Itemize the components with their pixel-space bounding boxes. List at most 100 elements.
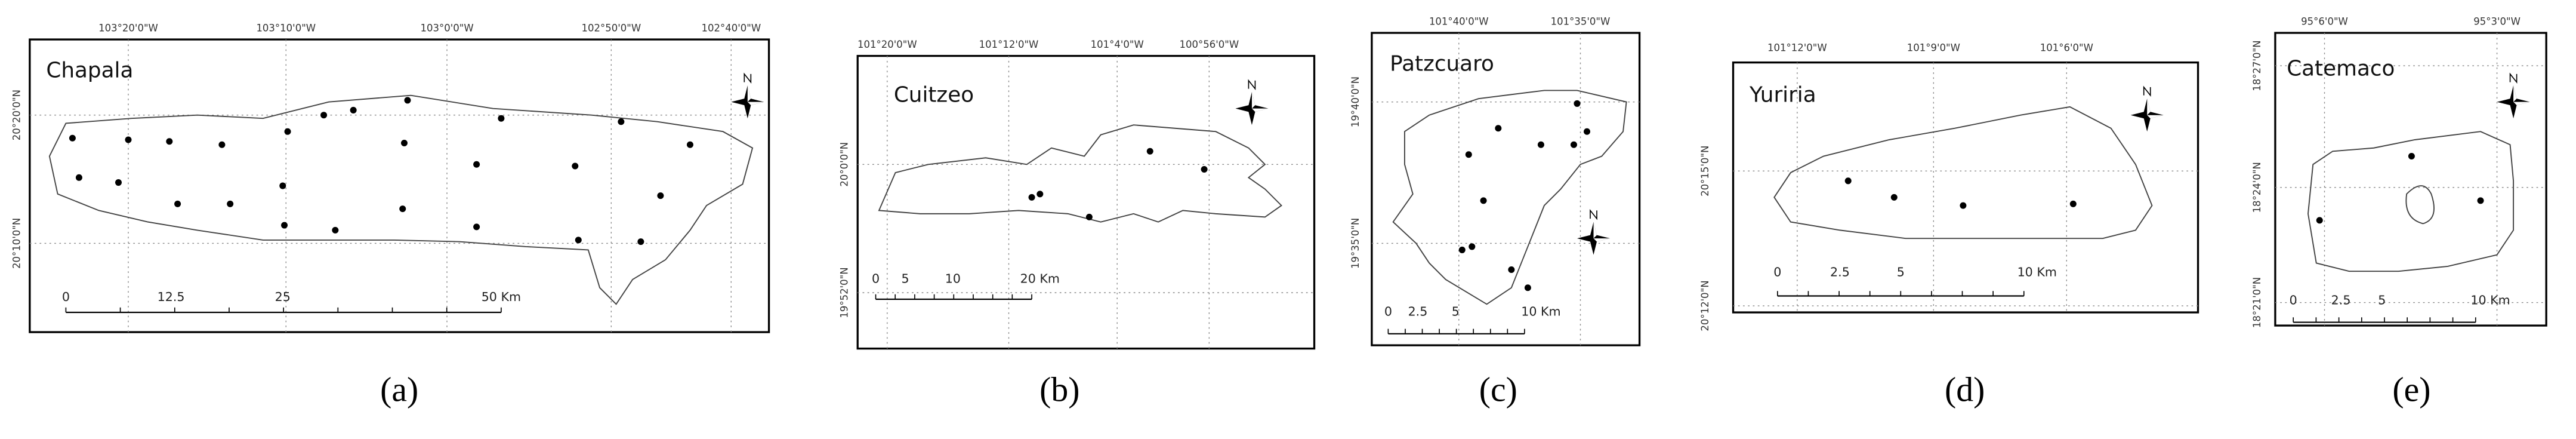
latitude-label: 20°0'0"N [839, 142, 850, 187]
sampling-site [350, 106, 357, 113]
sampling-site [1480, 197, 1487, 204]
lake-name: Chapala [46, 58, 133, 82]
figure-caption: (e) [2392, 370, 2430, 409]
map-panel: 101°40'0"W 101°35'0"W 19°40'0"N 19°35'0"N Pa… [1350, 16, 1641, 409]
compass-rose [2147, 99, 2164, 119]
sampling-site [1570, 141, 1577, 148]
figure-caption: (a) [380, 370, 418, 409]
figure-caption: (d) [1945, 370, 1985, 409]
latitude-label: 20°10'0"N [11, 218, 22, 269]
sampling-site [1844, 177, 1852, 185]
sampling-site [166, 138, 173, 145]
sampling-site [637, 238, 644, 245]
latitude-label: 18°27'0"N [2251, 41, 2263, 91]
sampling-site [1085, 213, 1093, 220]
compass-rose [2513, 85, 2530, 106]
longitude-label: 102°40'0"W [701, 22, 761, 33]
sampling-site [2069, 200, 2077, 207]
compass-rose [1251, 92, 1269, 112]
scale-label: 0 [62, 290, 70, 304]
sampling-site [1524, 284, 1531, 291]
scale-label: 5 [1452, 305, 1460, 319]
sampling-site [2477, 197, 2484, 204]
compass-rose [1593, 222, 1611, 242]
latitude-label: 20°20'0"N [11, 90, 22, 140]
compass-n [2509, 72, 2518, 84]
sampling-site [227, 200, 234, 207]
map-frame [1371, 32, 1641, 346]
scale-label: 5 [2378, 293, 2386, 307]
scale-label: 10 Km [2470, 293, 2510, 307]
longitude-label: 101°6'0"W [2040, 42, 2093, 53]
latitude-label: 20°15'0"N [1699, 146, 1711, 197]
sampling-site [400, 139, 408, 146]
scale-label: 20 Km [1020, 271, 1060, 285]
latitude-label: 18°24'0"N [2251, 162, 2263, 213]
map-frame [1732, 61, 2199, 314]
compass-n [744, 72, 752, 84]
scale-label: 5 [902, 271, 909, 285]
sampling-site [572, 162, 579, 170]
sampling-site [75, 174, 82, 181]
sampling-site [1458, 246, 1466, 253]
compass-n [1590, 209, 1597, 220]
lake-outline [48, 94, 754, 305]
lake-outline [2307, 131, 2515, 272]
lake-outline [1392, 90, 1627, 305]
longitude-label: 102°50'0"W [581, 22, 641, 33]
scale-label: 10 [945, 271, 961, 285]
scale-label: 5 [1897, 265, 1905, 279]
longitude-label: 101°35'0"W [1551, 16, 1611, 27]
sampling-site [1036, 191, 1044, 198]
sampling-site [404, 97, 411, 104]
map-panel: 101°20'0"W 101°12'0"W 101°4'0"W 100°56'0"W 2… [839, 39, 1316, 409]
longitude-label: 101°9'0"W [1907, 42, 1960, 53]
lake-name: Patzcuaro [1390, 51, 1494, 76]
sampling-site [1584, 128, 1591, 135]
sampling-site [1890, 194, 1898, 201]
scale-label: 50 Km [482, 290, 521, 304]
longitude-label: 101°12'0"W [979, 39, 1039, 50]
sampling-site [2408, 153, 2415, 160]
map-panel: 103°20'0"W 103°10'0"W 103°0'0"W 102°50'0"W 1… [11, 22, 770, 409]
scale-label: 0 [1384, 305, 1392, 319]
sampling-site [575, 237, 582, 244]
scale-label: 12.5 [158, 290, 185, 304]
sampling-site [125, 136, 132, 143]
sampling-site [1469, 243, 1476, 250]
sampling-site [473, 223, 480, 231]
compass-rose [731, 85, 764, 119]
sampling-site [1574, 100, 1581, 107]
sampling-site [279, 182, 286, 189]
map-frame [2274, 32, 2547, 327]
latitude-label: 18°21'0"N [2251, 277, 2263, 328]
map-frame [29, 38, 770, 333]
longitude-label: 95°3'0"W [2473, 16, 2521, 27]
lake-outline [1773, 106, 2153, 240]
sampling-site [1960, 202, 1967, 209]
sampling-site [1028, 194, 1035, 201]
sampling-site [473, 161, 480, 168]
lake-name: Cuitzeo [894, 83, 974, 108]
longitude-label: 103°0'0"W [420, 22, 473, 33]
scale-label: 2.5 [1408, 305, 1428, 319]
map-panel: 95°6'0"W 95°3'0"W 18°27'0"N 18°24'0"N 18°21'… [2251, 16, 2547, 409]
sampling-site [1537, 141, 1544, 148]
longitude-label: 101°4'0"W [1091, 39, 1144, 50]
figure-caption: (b) [1039, 370, 1079, 409]
sampling-site [1508, 266, 1515, 273]
longitude-label: 101°12'0"W [1767, 42, 1827, 53]
sampling-site [399, 205, 406, 213]
latitude-label: 19°35'0"N [1350, 218, 1361, 269]
sampling-site [218, 141, 226, 148]
sampling-site [686, 141, 693, 148]
latitude-label: 19°40'0"N [1350, 76, 1361, 127]
compass-n [2143, 85, 2151, 97]
scale-label: 10 Km [1521, 305, 1560, 319]
longitude-label: 100°56'0"W [1180, 39, 1239, 50]
scale-label: 2.5 [1830, 265, 1850, 279]
scale-label: 2.5 [2331, 293, 2351, 307]
sampling-site [2316, 217, 2323, 224]
map-panel: 101°12'0"W 101°9'0"W 101°6'0"W 20°15'0"N 20°… [1699, 42, 2199, 409]
